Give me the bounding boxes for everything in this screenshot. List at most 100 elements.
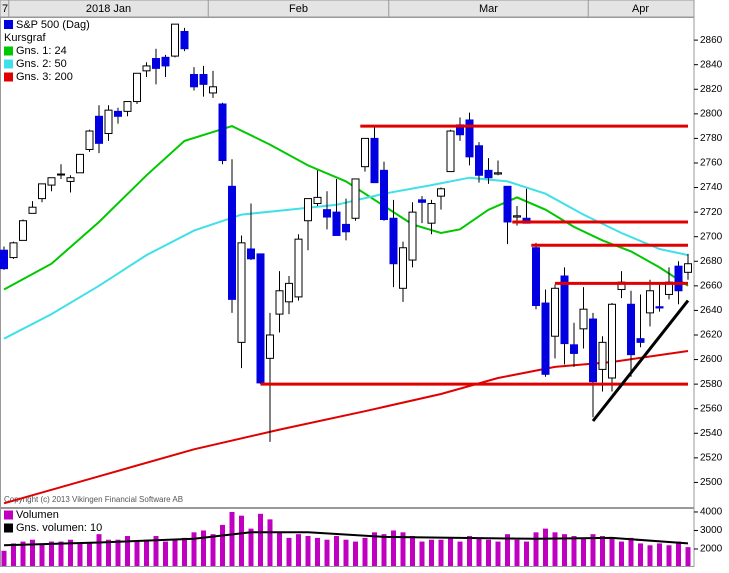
y-tick-label: 2600 (700, 354, 723, 365)
candle-body (446, 130, 455, 173)
volume-bar (467, 536, 472, 566)
volume-bar (239, 515, 244, 566)
y-tick-label: 2720 (700, 207, 723, 218)
candle-body (389, 217, 398, 265)
candle-body (361, 137, 369, 168)
volume-bar (410, 536, 415, 566)
volume-bar (562, 534, 567, 566)
volume-bar (533, 532, 539, 566)
candle-body (437, 188, 445, 197)
legend-label: S&P 500 (Dag) (16, 19, 90, 31)
volume-bar (543, 528, 548, 566)
trend-line (591, 299, 690, 422)
y-tick-label: 2580 (700, 379, 723, 390)
volume-bar (144, 539, 149, 566)
volume-panel (0, 508, 695, 567)
volume-bar (609, 537, 615, 566)
candle-body (608, 303, 616, 379)
candle-body (133, 72, 141, 103)
volume-bar (448, 537, 453, 566)
legend-label: Gns. 3: 200 (16, 71, 73, 83)
volume-bar (429, 539, 434, 566)
candle-body (142, 65, 151, 72)
volume-bar (305, 536, 311, 566)
candle-body (9, 242, 18, 259)
candle-body (209, 86, 217, 94)
moving-average (3, 350, 689, 505)
volume-bar (1, 550, 7, 566)
candle-body (646, 290, 654, 314)
candle-body (256, 253, 265, 384)
candle-body (342, 223, 350, 233)
volume-bar (106, 539, 111, 566)
volume-bar (77, 543, 83, 566)
volume-bar (68, 539, 73, 566)
candle-body (313, 196, 322, 205)
volume-bar (600, 536, 605, 566)
candle-body (294, 238, 303, 298)
candle-body (85, 130, 94, 150)
y-tick-label: 2540 (700, 428, 723, 439)
y-tick-label: 2820 (700, 84, 723, 95)
candle-body (57, 173, 65, 176)
volume-bar (296, 534, 301, 566)
candle-body (598, 341, 607, 370)
candle-body (589, 318, 597, 383)
month-label: Mar (479, 3, 498, 15)
volume-tick-label: 2000 (700, 544, 723, 555)
candle-body (408, 211, 417, 261)
y-tick-label: 2800 (700, 108, 723, 119)
volume-bar (590, 534, 596, 566)
month-label: Feb (289, 3, 308, 15)
candle-body (380, 169, 388, 220)
candle-body (560, 275, 569, 345)
candle-body (47, 177, 56, 186)
volume-bar (11, 543, 16, 566)
volume-bar (372, 532, 377, 566)
volume-tick-label: 3000 (700, 525, 723, 536)
candle-body (114, 110, 122, 117)
candle-body (655, 306, 664, 309)
volume-bar (49, 541, 54, 566)
candle-body (38, 183, 46, 200)
candle-body (627, 303, 635, 356)
legend-label: Kursgraf (4, 32, 47, 44)
candle-body (323, 209, 331, 218)
volume-tick-label: 4000 (700, 507, 723, 518)
volume-bar (58, 541, 64, 566)
candle-body (399, 247, 407, 289)
volume-bar (362, 537, 368, 566)
volume-bar (647, 545, 653, 566)
volume-bar (182, 537, 187, 566)
y-tick-label: 2700 (700, 231, 723, 242)
legend-label: Gns. 1: 24 (16, 45, 67, 57)
volume-bar (87, 543, 92, 566)
volume-bar (514, 539, 520, 566)
candle-body (19, 220, 27, 241)
volume-bar (39, 543, 45, 566)
volume-bar (353, 541, 358, 566)
candle-body (266, 334, 274, 359)
legend-label: Gns. volumen: 10 (16, 522, 102, 534)
volume-bar (334, 536, 339, 566)
volume-bar (258, 513, 263, 566)
volume-bar (552, 532, 558, 566)
candle-body (684, 263, 692, 273)
legend-swatch (4, 510, 13, 520)
volume-average (3, 531, 689, 547)
candle-body (237, 242, 246, 343)
candle-body (104, 109, 113, 134)
volume-bar (676, 541, 681, 566)
volume-bar (220, 524, 225, 566)
candle-body (123, 101, 132, 112)
volume-bar (438, 539, 444, 566)
volume-bar (505, 534, 510, 566)
candle-body (541, 302, 550, 375)
candle-body (304, 198, 312, 222)
volume-bar (619, 541, 624, 566)
copyright: Copyright (c) 2013 Vikingen Financial So… (4, 495, 183, 504)
candle-body (579, 308, 588, 330)
legend-swatch (4, 46, 13, 56)
corner-label: 7 (2, 3, 8, 15)
candle-body (674, 265, 683, 292)
